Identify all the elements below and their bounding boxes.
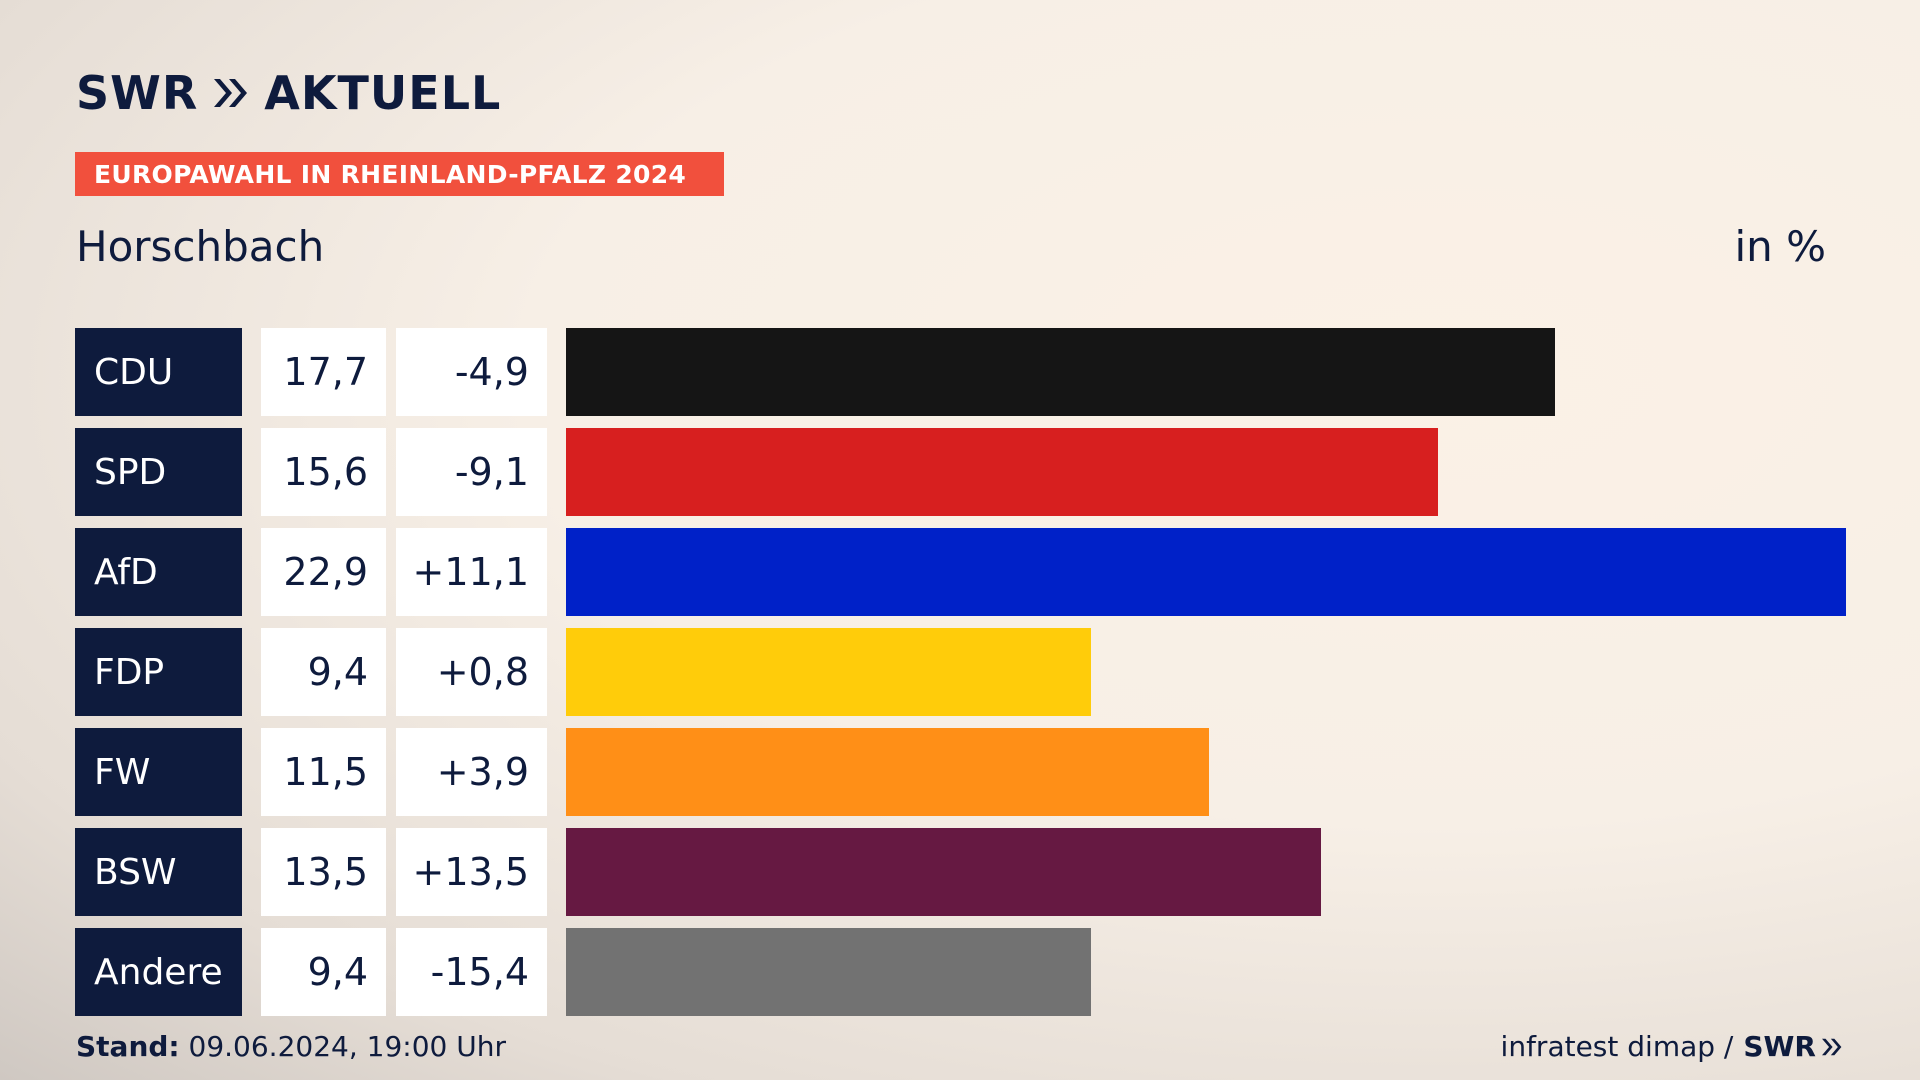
vote-share-value: 15,6	[261, 428, 386, 516]
result-bar	[566, 728, 1209, 816]
stand-label: Stand:	[76, 1030, 180, 1063]
party-label: SPD	[75, 428, 242, 516]
vote-share-change: +13,5	[396, 828, 547, 916]
unit-label: in %	[1734, 222, 1826, 271]
vote-share-value: 11,5	[261, 728, 386, 816]
vote-share-change: +3,9	[396, 728, 547, 816]
result-row: BSW 13,5 +13,5	[75, 828, 1855, 916]
brand-suffix: AKTUELL	[264, 66, 502, 120]
result-bar	[566, 628, 1091, 716]
vote-share-change: -4,9	[396, 328, 547, 416]
timestamp: Stand: 09.06.2024, 19:00 Uhr	[76, 1030, 506, 1063]
vote-share-change: -9,1	[396, 428, 547, 516]
result-bar	[566, 328, 1555, 416]
result-row: SPD 15,6 -9,1	[75, 428, 1855, 516]
source-brand: SWR	[1743, 1030, 1844, 1063]
result-row: CDU 17,7 -4,9	[75, 328, 1855, 416]
source-brand-text: SWR	[1743, 1030, 1816, 1063]
result-row: Andere 9,4 -15,4	[75, 928, 1855, 1016]
double-chevron-icon	[212, 76, 250, 110]
stand-value: 09.06.2024, 19:00 Uhr	[179, 1030, 506, 1063]
vote-share-value: 9,4	[261, 628, 386, 716]
election-banner: EUROPAWAHL IN RHEINLAND-PFALZ 2024	[75, 152, 724, 196]
result-row: FW 11,5 +3,9	[75, 728, 1855, 816]
party-label: CDU	[75, 328, 242, 416]
vote-share-value: 22,9	[261, 528, 386, 616]
brand-name: SWR	[76, 66, 199, 120]
vote-share-value: 9,4	[261, 928, 386, 1016]
source-text: infratest dimap /	[1500, 1030, 1734, 1063]
result-bar	[566, 828, 1321, 916]
result-bar	[566, 928, 1091, 1016]
party-label: FDP	[75, 628, 242, 716]
vote-share-change: +11,1	[396, 528, 547, 616]
source-credit: infratest dimap / SWR	[1501, 1030, 1844, 1063]
party-label: Andere	[75, 928, 242, 1016]
result-bar	[566, 528, 1846, 616]
party-label: AfD	[75, 528, 242, 616]
location-title: Horschbach	[76, 222, 325, 271]
double-chevron-icon	[1822, 1038, 1842, 1055]
vote-share-change: +0,8	[396, 628, 547, 716]
vote-share-value: 17,7	[261, 328, 386, 416]
party-label: BSW	[75, 828, 242, 916]
party-label: FW	[75, 728, 242, 816]
result-bar	[566, 428, 1438, 516]
result-row: AfD 22,9 +11,1	[75, 528, 1855, 616]
brand-logo: SWR AKTUELL	[76, 66, 501, 120]
vote-share-value: 13,5	[261, 828, 386, 916]
vote-share-change: -15,4	[396, 928, 547, 1016]
result-row: FDP 9,4 +0,8	[75, 628, 1855, 716]
